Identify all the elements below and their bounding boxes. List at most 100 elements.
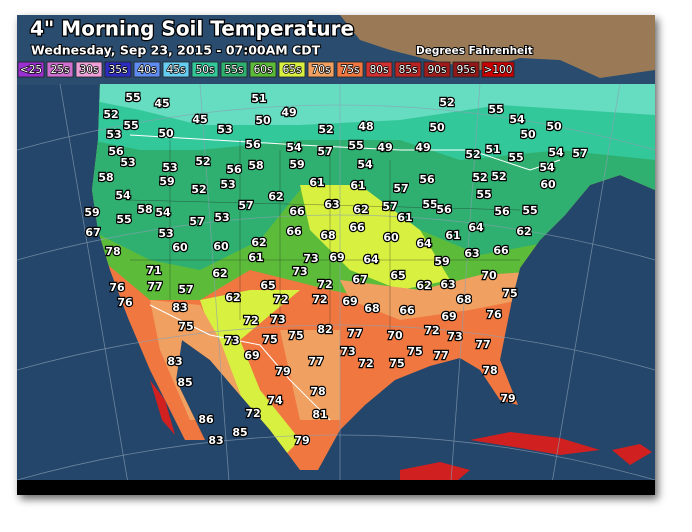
units: Degrees Fahrenheit <box>416 45 533 57</box>
bottom-bar <box>17 480 655 495</box>
reading: 54 <box>548 146 564 159</box>
reading: 62 <box>516 225 531 238</box>
legend-swatch <box>104 61 132 78</box>
reading: 83 <box>208 434 223 447</box>
reading: 75 <box>502 287 517 300</box>
reading: 75 <box>288 329 303 342</box>
reading: 77 <box>147 280 162 293</box>
legend-label: 35s <box>109 64 128 76</box>
reading: 66 <box>289 205 305 218</box>
reading: 75 <box>178 320 193 333</box>
reading: 52 <box>318 123 333 136</box>
reading: 73 <box>447 330 462 343</box>
reading: 81 <box>312 408 327 421</box>
legend-swatch <box>365 61 393 78</box>
reading: 68 <box>456 293 471 306</box>
baja-tip <box>150 380 175 435</box>
reading: 57 <box>317 145 332 158</box>
reading: 54 <box>357 158 373 171</box>
reading: 56 <box>226 163 242 176</box>
reading: 55 <box>488 103 503 116</box>
reading: 56 <box>419 173 435 186</box>
reading: 54 <box>286 141 302 154</box>
reading: 49 <box>281 106 296 119</box>
reading: 52 <box>439 96 454 109</box>
reading: 61 <box>248 251 263 264</box>
reading: 72 <box>312 293 327 306</box>
reading: 75 <box>407 345 422 358</box>
reading: 70 <box>481 269 497 282</box>
reading: 72 <box>424 324 439 337</box>
reading: 75 <box>262 333 277 346</box>
boundaries <box>129 134 561 421</box>
reading: 53 <box>120 156 135 169</box>
legend-label: 45s <box>167 64 186 76</box>
legend-swatch <box>17 61 45 78</box>
reading: 73 <box>270 313 285 326</box>
reading: 56 <box>245 138 261 151</box>
reading: 76 <box>486 308 502 321</box>
legend-swatch <box>452 61 480 78</box>
reading: 53 <box>217 123 232 136</box>
legend-label: 95s <box>457 64 476 76</box>
reading: 50 <box>158 127 174 140</box>
reading: 65 <box>260 279 275 292</box>
reading: 52 <box>191 183 206 196</box>
reading: 62 <box>251 236 266 249</box>
reading: 60 <box>172 241 188 254</box>
reading: 77 <box>347 327 362 340</box>
reading: 72 <box>317 278 332 291</box>
reading: 67 <box>85 226 100 239</box>
reading: 56 <box>494 205 510 218</box>
reading: 77 <box>308 355 323 368</box>
reading: 53 <box>106 128 121 141</box>
legend-swatch <box>162 61 190 78</box>
reading: 58 <box>98 171 113 184</box>
reading: 69 <box>342 295 357 308</box>
reading: 72 <box>273 293 288 306</box>
reading: 64 <box>468 221 484 234</box>
reading: 63 <box>324 198 339 211</box>
reading: 57 <box>393 182 408 195</box>
reading: 63 <box>440 278 455 291</box>
reading: 60 <box>540 178 556 191</box>
legend-swatch <box>423 61 451 78</box>
reading: 49 <box>415 141 430 154</box>
reading: 67 <box>352 273 367 286</box>
map-frame: 55 45 51 52 52 55 45 50 49 52 48 50 55 54 50 50 53 50 53 56… <box>16 15 656 496</box>
legend-label: 60s <box>254 64 273 76</box>
legend-swatch <box>133 61 161 78</box>
reading: 49 <box>377 141 392 154</box>
reading: 66 <box>493 244 509 257</box>
reading: 56 <box>108 145 124 158</box>
reading: 77 <box>433 349 448 362</box>
reading: 72 <box>243 314 258 327</box>
reading: 55 <box>125 91 140 104</box>
reading: 75 <box>389 357 404 370</box>
reading: 50 <box>255 114 271 127</box>
legend-label: 55s <box>225 64 244 76</box>
reading: 62 <box>225 291 240 304</box>
legend-label: 65s <box>283 64 302 76</box>
reading: 78 <box>310 385 325 398</box>
reading: 73 <box>340 345 355 358</box>
reading: 50 <box>520 128 536 141</box>
reading: 66 <box>399 304 415 317</box>
legend-swatch <box>191 61 219 78</box>
reading: 52 <box>491 170 506 183</box>
legend-label: 80s <box>370 64 389 76</box>
reading: 79 <box>500 392 515 405</box>
reading: 78 <box>105 245 120 258</box>
reading: 58 <box>248 159 263 172</box>
legend-swatch <box>278 61 306 78</box>
reading: 50 <box>546 120 562 133</box>
legend-label: 30s <box>80 64 99 76</box>
reading: 55 <box>522 204 537 217</box>
reading: 57 <box>178 283 193 296</box>
reading: 57 <box>382 200 397 213</box>
legend-swatch <box>307 61 335 78</box>
legend-label: <25 <box>20 64 42 76</box>
reading: 57 <box>238 199 253 212</box>
legend-label: 70s <box>312 64 331 76</box>
